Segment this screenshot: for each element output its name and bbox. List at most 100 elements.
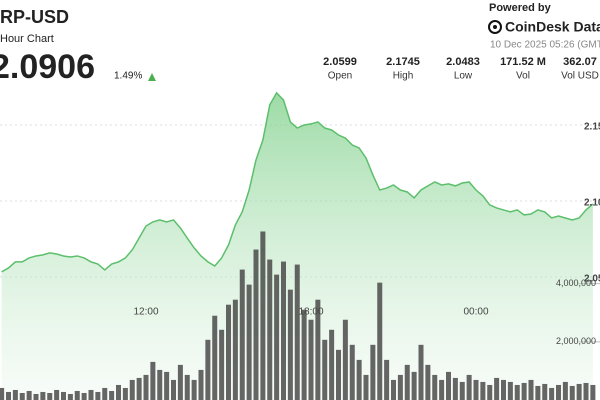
volume-bar	[411, 371, 417, 400]
volume-bar	[67, 393, 73, 400]
stat-label: High	[393, 71, 414, 82]
stat-value: 2.1745	[386, 56, 420, 68]
volume-bar	[0, 387, 5, 400]
volume-bar	[219, 329, 225, 400]
volume-bar	[294, 264, 300, 400]
volume-bar	[308, 319, 314, 400]
volume-bar	[205, 339, 211, 400]
title: RP-USD	[0, 7, 69, 27]
powered-by: Powered by	[489, 2, 552, 14]
volume-bar	[521, 382, 527, 400]
stat-label: Vol USD	[561, 71, 599, 82]
volume-bar	[226, 304, 231, 400]
volume-bar	[404, 364, 410, 400]
volume-bar	[74, 390, 80, 400]
volume-bar	[556, 384, 561, 400]
volume-bar	[384, 359, 390, 400]
volume-bar	[349, 344, 355, 400]
volume-bar	[322, 339, 328, 400]
volume-bar	[129, 379, 135, 400]
volume-bar	[528, 379, 534, 400]
volume-bar	[47, 392, 53, 400]
volume-bar	[507, 381, 513, 400]
volume-bar	[26, 390, 32, 400]
volume-bar	[432, 374, 438, 400]
volume-bar	[535, 385, 541, 400]
volume-bar	[267, 259, 273, 400]
volume-bar	[239, 269, 245, 400]
volume-bar	[191, 379, 197, 400]
volume-bar	[6, 391, 11, 400]
volume-bar	[33, 393, 39, 400]
volume-bar	[109, 390, 115, 400]
price: 2.0906	[0, 48, 95, 86]
volume-bar	[329, 329, 335, 400]
volume-bar	[246, 284, 252, 400]
volume-bar	[562, 381, 568, 400]
volume-bar	[363, 374, 369, 400]
volume-bar	[487, 384, 493, 400]
y2-tick-label: 4,000,000	[556, 278, 596, 288]
y2-tick-label: 2,000,000	[556, 336, 596, 346]
volume-bar	[122, 387, 128, 400]
volume-bar	[157, 369, 163, 400]
volume-bar	[164, 371, 170, 400]
volume-bar	[150, 361, 156, 400]
volume-bar	[315, 299, 321, 400]
volume-bar	[590, 384, 596, 400]
y-tick-label: 2.15	[584, 122, 600, 133]
volume-bar	[452, 377, 458, 400]
volume-bar	[377, 282, 383, 400]
volume-bar	[480, 381, 486, 400]
volume-bar	[232, 299, 238, 400]
stat-label: Vol	[516, 71, 530, 82]
volume-bar	[446, 371, 451, 400]
volume-bar	[212, 315, 218, 400]
volume-bar	[391, 379, 396, 400]
volume-bar	[494, 377, 500, 400]
area-fill	[1, 92, 593, 400]
stat-value: 2.0483	[446, 56, 480, 68]
volume-bar	[549, 387, 555, 400]
volume-bar	[356, 359, 362, 400]
price-line	[1, 91, 594, 273]
x-tick-label: 12:00	[133, 307, 158, 318]
up-arrow	[148, 73, 156, 81]
volume-bar	[287, 289, 293, 400]
volume-bar	[370, 344, 376, 400]
volume-bar	[61, 391, 66, 400]
volume-bar	[88, 389, 94, 400]
subtitle: Hour Chart	[0, 33, 54, 45]
volume-bar	[260, 231, 266, 400]
volume-bar	[542, 383, 548, 400]
stat-value: 171.52 M	[500, 56, 546, 68]
volume-bar	[54, 389, 60, 400]
volume-bar	[459, 381, 465, 400]
volume-bar	[171, 379, 176, 400]
volume-bar	[40, 391, 46, 400]
volume-bar	[569, 385, 575, 400]
volume-bar	[281, 261, 286, 400]
x-tick-label: 18:00	[298, 307, 323, 318]
volume-bar	[583, 382, 589, 400]
volume-bar	[198, 369, 204, 400]
volume-bar	[466, 374, 472, 400]
volume-bar	[301, 309, 307, 400]
volume-bar	[397, 374, 403, 400]
y-tick-label: 2.05	[584, 274, 600, 285]
volume-bar	[501, 379, 506, 400]
volume-bar	[177, 364, 183, 400]
volume-bar	[336, 349, 341, 400]
volume-bar	[418, 344, 424, 400]
y-tick-label: 2.10	[584, 198, 600, 209]
volume-bar	[439, 379, 445, 400]
volume-bar	[116, 384, 121, 400]
volume-bar	[274, 274, 280, 400]
stat-label: Open	[328, 71, 352, 82]
volume-bar	[253, 249, 259, 400]
stat-value: 2.0599	[323, 56, 357, 68]
brand-logo	[488, 20, 502, 34]
x-tick-label: 00:00	[463, 307, 488, 318]
change: 1.49%	[114, 71, 142, 82]
